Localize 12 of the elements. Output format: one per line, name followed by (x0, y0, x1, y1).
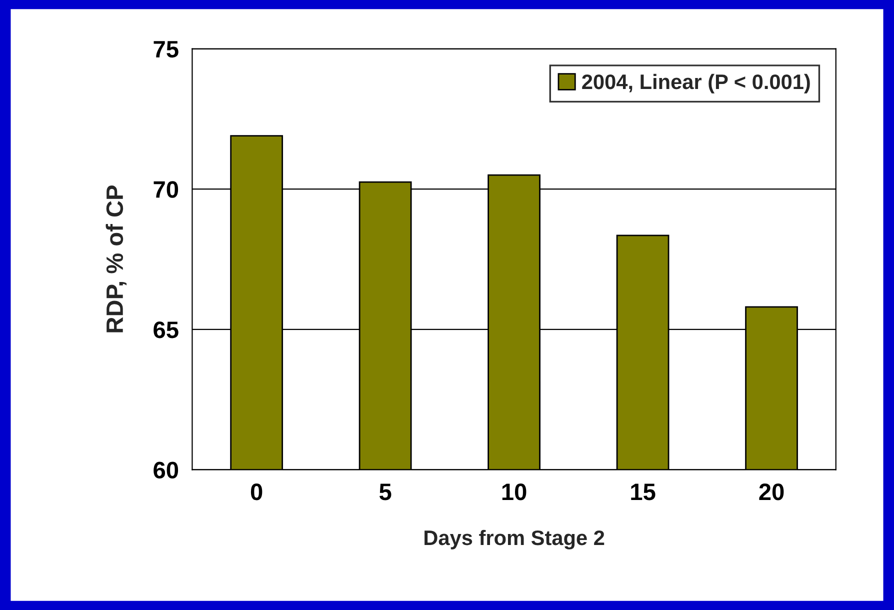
x-tick-label: 15 (631, 484, 656, 500)
y-tick-label: 75 (154, 41, 178, 58)
x-tick-label: 5 (379, 484, 392, 500)
x-tick-label: 0 (250, 484, 262, 500)
y-tick-label: 60 (154, 462, 178, 478)
y-tick-label: 65 (154, 321, 178, 338)
y-tick-label: 70 (154, 181, 178, 198)
x-axis-title: Days from Stage 2 (424, 530, 604, 550)
legend-label: 2004, Linear (P < 0.001) (582, 74, 810, 94)
x-tick-label: 20 (759, 484, 784, 500)
y-axis-title: RDP, % of CP (106, 185, 127, 332)
x-tick-label: 10 (502, 484, 526, 500)
